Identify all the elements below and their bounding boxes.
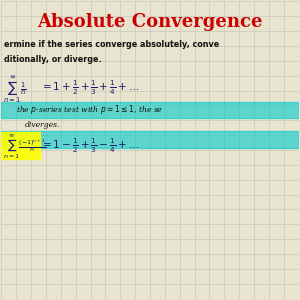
Text: diverges.: diverges. xyxy=(25,121,61,129)
Text: ermine if the series converge absolutely, conve: ermine if the series converge absolutely… xyxy=(4,40,220,49)
Text: $\sum_{n=1}^{\infty}\frac{(-1)^{n+1}}{n}$: $\sum_{n=1}^{\infty}\frac{(-1)^{n+1}}{n}… xyxy=(3,133,46,161)
Text: Absolute Convergence: Absolute Convergence xyxy=(37,13,263,31)
Text: $\sum_{n=1}^{\infty}\frac{1}{n}$: $\sum_{n=1}^{\infty}\frac{1}{n}$ xyxy=(3,75,26,106)
Text: $= 1 + \frac{1}{2} + \frac{1}{3} + \frac{1}{4} + \ldots$: $= 1 + \frac{1}{2} + \frac{1}{3} + \frac… xyxy=(40,78,139,97)
FancyArrow shape xyxy=(2,131,298,148)
Text: $= 1 - \frac{1}{2} + \frac{1}{3} - \frac{1}{4} + \ldots$: $= 1 - \frac{1}{2} + \frac{1}{3} - \frac… xyxy=(40,136,139,155)
Text: the $p$-series test with $p = 1 \leq 1$, the se: the $p$-series test with $p = 1 \leq 1$,… xyxy=(16,103,164,116)
FancyArrow shape xyxy=(2,102,298,118)
Bar xyxy=(2,132,40,159)
Text: ditionally, or diverge.: ditionally, or diverge. xyxy=(4,55,102,64)
